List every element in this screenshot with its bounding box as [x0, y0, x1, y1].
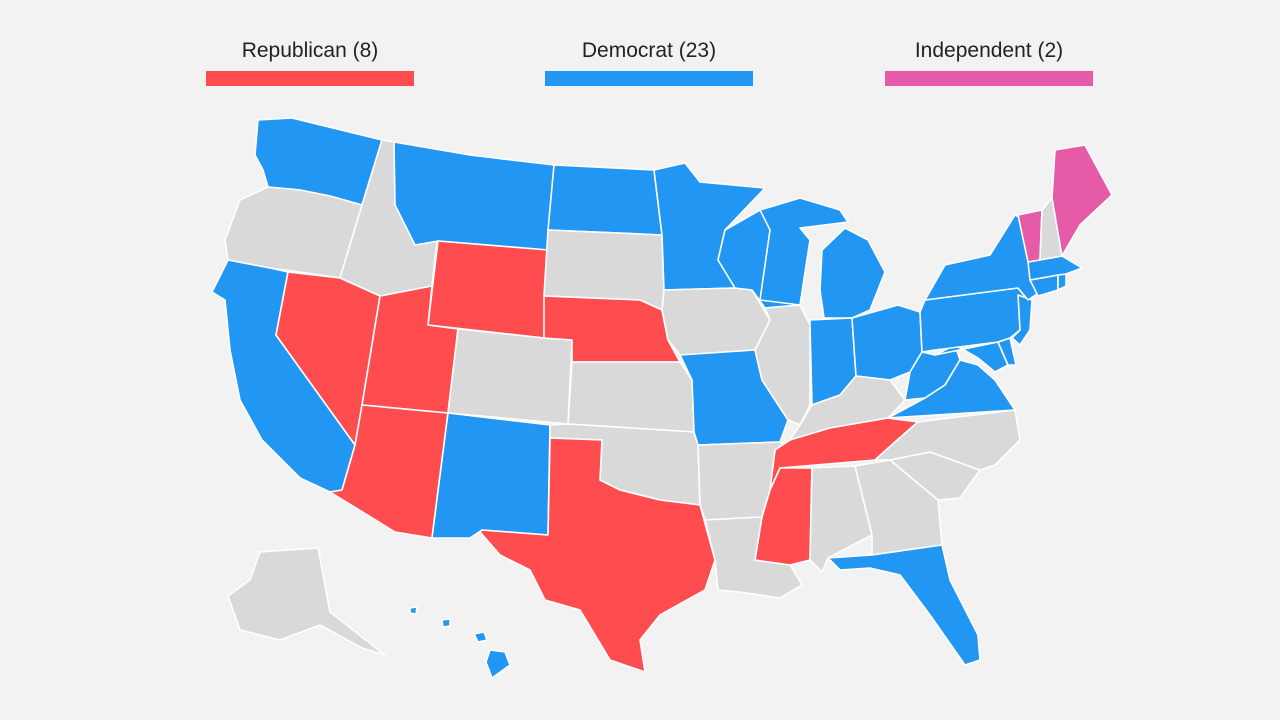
legend-republican: Republican (8)	[206, 38, 414, 86]
state-new-mexico[interactable]	[431, 412, 551, 539]
state-new-jersey[interactable]	[1011, 294, 1033, 346]
hawaii-kauai	[409, 606, 418, 615]
state-maine[interactable]	[1051, 144, 1113, 257]
state-iowa[interactable]	[661, 287, 771, 356]
state-wyoming[interactable]	[427, 240, 549, 339]
legend-independent-label: Independent (2)	[914, 39, 1064, 62]
hawaii-big-island	[485, 649, 511, 679]
legend-democrat-label: Democrat (23)	[581, 39, 717, 62]
legend-republican-label: Republican (8)	[241, 39, 379, 62]
state-virginia[interactable]	[887, 359, 1016, 419]
state-alaska[interactable]	[227, 547, 386, 656]
legend-republican-swatch	[206, 71, 414, 86]
legend-democrat-swatch	[545, 71, 753, 86]
state-oregon[interactable]	[224, 186, 363, 279]
state-rhode-island[interactable]	[1057, 273, 1067, 291]
state-hawaii[interactable]	[409, 606, 511, 679]
state-michigan-lower[interactable]	[819, 227, 886, 319]
state-michigan[interactable]	[759, 197, 849, 306]
state-florida[interactable]	[827, 544, 981, 666]
hawaii-maui	[473, 631, 488, 643]
state-north-dakota[interactable]	[547, 164, 663, 236]
legend: Republican (8) Democrat (23) Independent…	[0, 38, 1280, 90]
state-montana[interactable]	[393, 141, 555, 251]
state-kansas[interactable]	[567, 361, 695, 433]
state-north-carolina[interactable]	[874, 409, 1021, 471]
state-texas[interactable]	[479, 437, 716, 673]
legend-independent-swatch	[885, 71, 1093, 86]
hawaii-oahu	[441, 618, 451, 628]
state-colorado[interactable]	[447, 328, 573, 425]
state-illinois[interactable]	[754, 304, 811, 426]
legend-independent: Independent (2)	[885, 38, 1093, 86]
legend-democrat: Democrat (23)	[545, 38, 753, 86]
